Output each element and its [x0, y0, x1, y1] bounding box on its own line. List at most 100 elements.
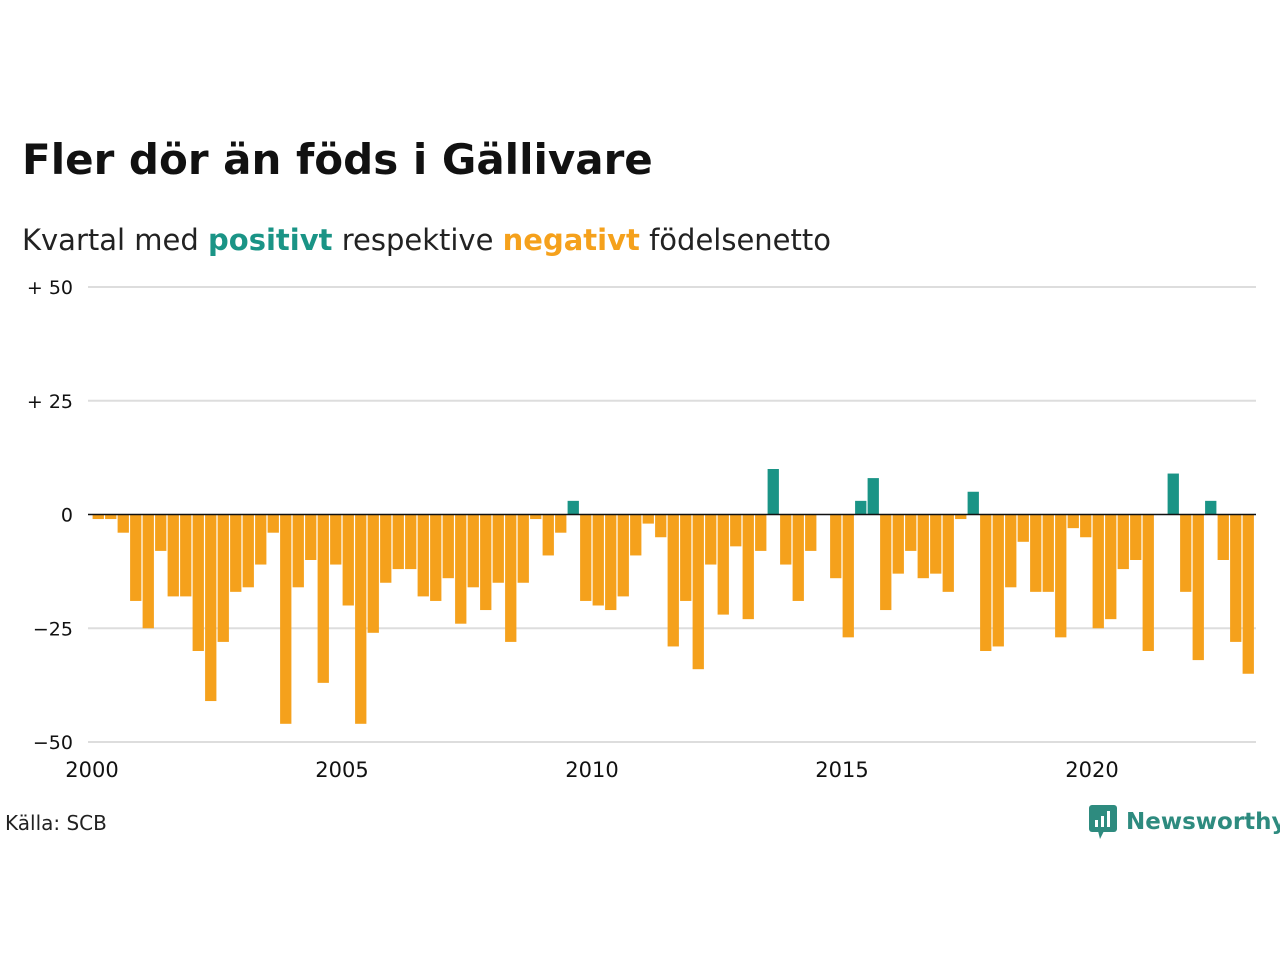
bar-negative	[467, 514, 479, 588]
bar-negative	[605, 514, 617, 611]
bar-negative	[630, 514, 642, 556]
bar-negative	[1242, 514, 1254, 674]
bar-negative	[442, 514, 454, 579]
bar-negative	[742, 514, 754, 620]
bar-negative	[692, 514, 704, 670]
bar-chart: + 50 + 25 0 −25 −50 2000 2005 2010 2015 2020	[27, 277, 1256, 782]
bar-negative	[305, 514, 317, 560]
bar-negative	[680, 514, 692, 601]
x-axis-labels: 2000 2005 2010 2015 2020	[65, 758, 1118, 782]
y-tick-label: 0	[61, 505, 73, 527]
bar-negative	[580, 514, 592, 601]
bar-positive	[855, 500, 867, 515]
bar-negative	[892, 514, 904, 574]
bar-negative	[280, 514, 292, 724]
bar-negative	[267, 514, 279, 533]
bar-negative	[155, 514, 167, 551]
x-tick-label: 2020	[1065, 758, 1118, 782]
bar-negative	[1042, 514, 1054, 592]
bar-negative	[555, 514, 567, 533]
x-tick-label: 2005	[315, 758, 368, 782]
y-tick-label: + 25	[27, 391, 73, 413]
bar-negative	[405, 514, 417, 570]
source-note: Källa: SCB	[5, 811, 107, 835]
bar-negative	[880, 514, 892, 611]
x-tick-label: 2015	[815, 758, 868, 782]
bar-negative	[542, 514, 554, 556]
bar-positive	[1205, 500, 1217, 515]
bars	[92, 469, 1254, 724]
bar-negative	[330, 514, 342, 565]
y-tick-label: + 50	[27, 277, 73, 299]
bar-negative	[780, 514, 792, 565]
bar-negative	[917, 514, 929, 579]
bar-negative	[980, 514, 992, 651]
bar-negative	[755, 514, 767, 551]
bar-negative	[717, 514, 729, 615]
bar-negative	[1105, 514, 1117, 620]
bar-negative	[1230, 514, 1242, 642]
bar-negative	[505, 514, 517, 642]
bar-negative	[1180, 514, 1192, 592]
bar-negative	[180, 514, 192, 597]
bar-negative	[392, 514, 404, 570]
bar-negative	[455, 514, 467, 624]
bar-negative	[230, 514, 242, 592]
bar-negative	[642, 514, 654, 524]
bar-negative	[992, 514, 1004, 647]
bar-negative	[592, 514, 604, 606]
bar-negative	[117, 514, 129, 533]
bar-negative	[530, 514, 542, 520]
bar-negative	[517, 514, 529, 583]
y-tick-label: −50	[33, 732, 73, 754]
chart-subtitle: Kvartal med positivt respektive negativt…	[22, 220, 831, 260]
bar-negative	[492, 514, 504, 583]
bar-negative	[1080, 514, 1092, 538]
bar-negative	[617, 514, 629, 597]
bar-negative	[92, 514, 104, 520]
y-axis-labels: + 50 + 25 0 −25 −50	[27, 277, 73, 754]
bar-negative	[480, 514, 492, 611]
bar-negative	[1092, 514, 1104, 629]
bar-negative	[255, 514, 267, 565]
bar-negative	[655, 514, 667, 538]
bar-negative	[942, 514, 954, 592]
bar-negative	[842, 514, 854, 638]
bar-negative	[380, 514, 392, 583]
bar-negative	[1017, 514, 1029, 542]
x-tick-label: 2010	[565, 758, 618, 782]
bar-negative	[242, 514, 254, 588]
bar-negative	[317, 514, 329, 683]
bar-negative	[1067, 514, 1079, 529]
bar-negative	[705, 514, 717, 565]
bar-negative	[430, 514, 442, 601]
bar-negative	[205, 514, 217, 702]
bar-negative	[292, 514, 304, 588]
bar-positive	[1167, 473, 1179, 515]
bar-positive	[967, 491, 979, 515]
bar-negative	[130, 514, 142, 601]
y-tick-label: −25	[33, 618, 73, 640]
bar-negative	[1005, 514, 1017, 588]
subtitle-positive-word: positivt	[208, 223, 333, 257]
bar-negative	[1055, 514, 1067, 638]
bar-negative	[342, 514, 354, 606]
subtitle-prefix: Kvartal med	[22, 223, 199, 257]
bar-negative	[1217, 514, 1229, 560]
chart-title: Fler dör än föds i Gällivare	[22, 135, 653, 184]
bar-negative	[830, 514, 842, 579]
subtitle-negative-word: negativt	[502, 223, 640, 257]
newsworthy-logo: Newsworthy	[1088, 804, 1280, 840]
bar-negative	[105, 514, 117, 520]
newsworthy-logo-icon	[1089, 805, 1117, 839]
bar-negative	[192, 514, 204, 651]
bar-negative	[217, 514, 229, 642]
bar-negative	[167, 514, 179, 597]
bar-negative	[417, 514, 429, 597]
subtitle-middle: respektive	[341, 223, 494, 257]
bar-negative	[805, 514, 817, 551]
bar-negative	[142, 514, 154, 629]
bar-positive	[867, 478, 879, 515]
bar-negative	[367, 514, 379, 633]
bar-negative	[355, 514, 367, 724]
